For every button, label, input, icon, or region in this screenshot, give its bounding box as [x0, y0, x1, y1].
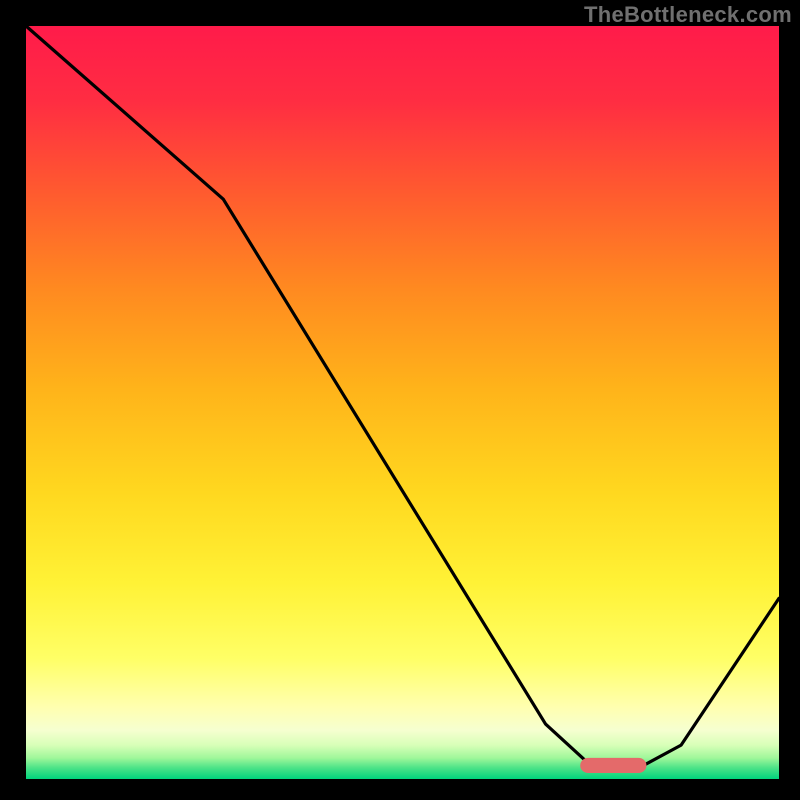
bottleneck-chart: [0, 0, 800, 800]
plot-background: [26, 26, 779, 779]
chart-container: TheBottleneck.com: [0, 0, 800, 800]
watermark-text: TheBottleneck.com: [584, 2, 792, 28]
optimal-marker: [580, 758, 646, 773]
